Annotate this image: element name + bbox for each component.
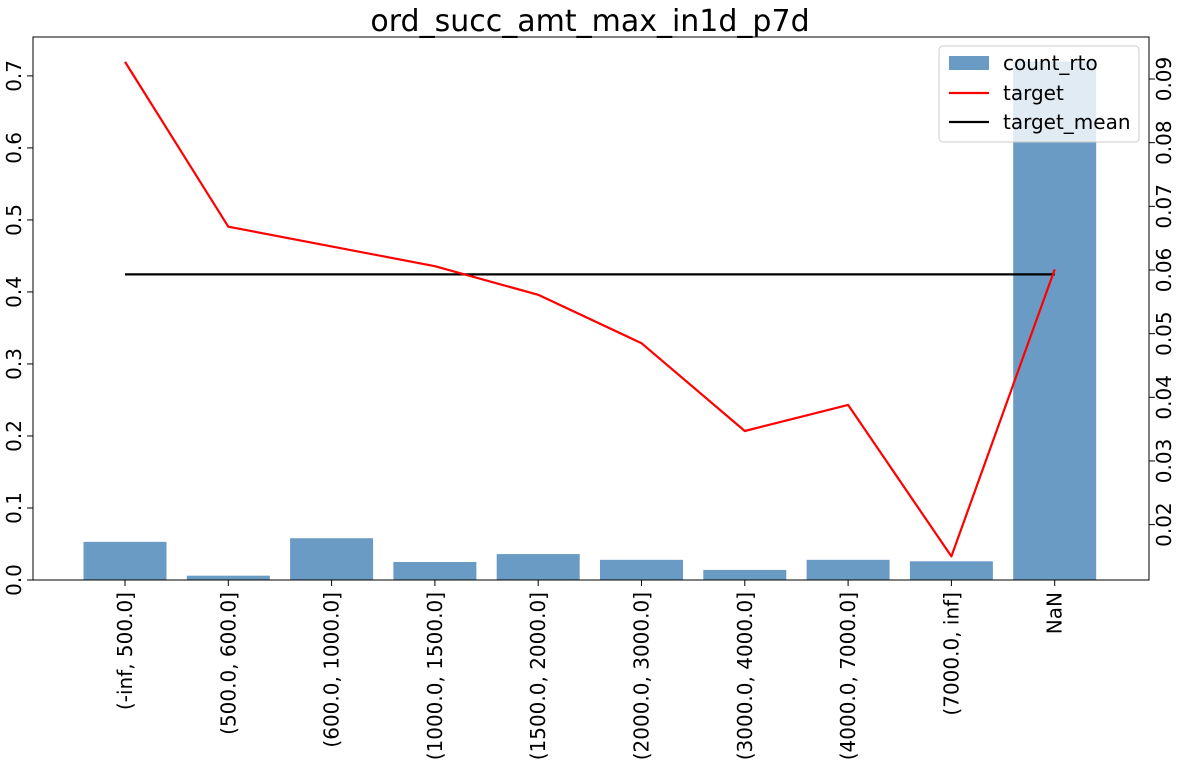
left-y-tick-label: 0.1 — [2, 492, 26, 524]
x-tick-label: (-inf, 500.0] — [113, 592, 137, 710]
right-y-tick-label: 0.06 — [1152, 248, 1176, 293]
x-tick-label: (3000.0, 4000.0] — [733, 592, 757, 760]
left-y-tick-label: 0.5 — [2, 204, 26, 236]
bar-count-rto — [909, 561, 993, 580]
right-y-tick-label: 0.08 — [1152, 120, 1176, 165]
right-y-tick-label: 0.02 — [1152, 502, 1176, 547]
left-y-tick-label: 0.0 — [2, 564, 26, 596]
plot-area-frame — [32, 36, 1150, 581]
left-y-tick-label: 0.4 — [2, 276, 26, 308]
bar-count-rto — [83, 541, 167, 580]
legend-label-target: target — [1003, 81, 1064, 105]
x-tick-label: (7000.0, inf] — [939, 592, 963, 716]
legend-label-count-rto: count_rto — [1003, 51, 1098, 75]
right-y-axis: 0.02 0.03 0.04 0.05 0.06 0.07 0.08 0.09 — [1149, 57, 1176, 547]
left-y-tick-label: 0.6 — [2, 132, 26, 164]
line-target — [124, 61, 1056, 558]
x-axis: (-inf, 500.0] (500.0, 600.0] (600.0, 1000.… — [113, 580, 1067, 760]
bar-count-rto — [600, 559, 683, 580]
bar-count-rto — [496, 554, 580, 580]
right-y-tick-label: 0.05 — [1152, 311, 1176, 356]
x-tick-label: (2000.0, 3000.0] — [630, 592, 654, 760]
legend-label-target-mean: target_mean — [1003, 110, 1131, 134]
legend: count_rto target target_mean — [938, 45, 1140, 143]
x-tick-label: NaN — [1043, 592, 1067, 634]
x-tick-label: (500.0, 600.0] — [216, 592, 240, 735]
left-y-tick-label: 0.7 — [2, 60, 26, 92]
chart-title: ord_succ_amt_max_in1d_p7d — [370, 4, 809, 39]
right-y-tick-label: 0.09 — [1152, 57, 1176, 102]
bar-count-rto — [806, 559, 890, 580]
legend-swatch-count-rto — [949, 56, 989, 70]
bar-count-rto — [1013, 61, 1097, 580]
left-y-tick-label: 0.3 — [2, 348, 26, 380]
bar-count-rto — [186, 575, 270, 580]
x-tick-label: (1500.0, 2000.0] — [526, 592, 550, 760]
bar-count-rto — [703, 569, 787, 580]
bars-layer — [83, 61, 1097, 580]
x-tick-label: (600.0, 1000.0] — [320, 592, 344, 748]
right-y-tick-label: 0.03 — [1152, 439, 1176, 484]
left-y-axis: 0.0 0.1 0.2 0.3 0.4 0.5 0.6 0.7 — [2, 60, 33, 596]
bar-count-rto — [290, 538, 374, 580]
left-y-tick-label: 0.2 — [2, 420, 26, 452]
lines-layer — [124, 61, 1056, 558]
x-tick-label: (4000.0, 7000.0] — [836, 592, 860, 760]
right-y-tick-label: 0.07 — [1152, 184, 1176, 229]
right-y-tick-label: 0.04 — [1152, 375, 1176, 420]
bar-count-rto — [393, 561, 477, 580]
x-tick-label: (1000.0, 1500.0] — [423, 592, 447, 760]
